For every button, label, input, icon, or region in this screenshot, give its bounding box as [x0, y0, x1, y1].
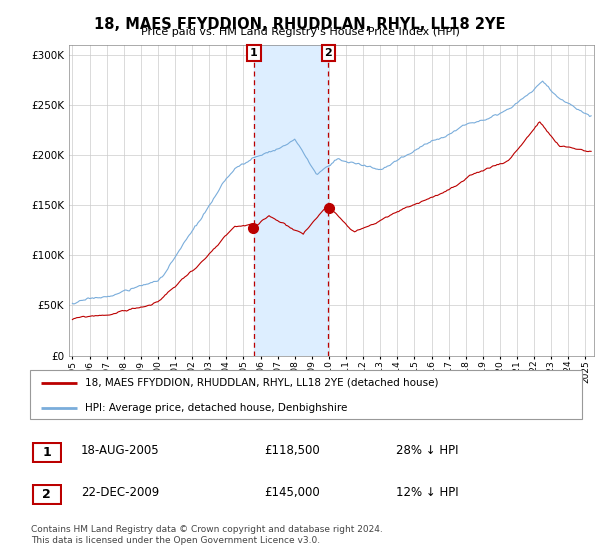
FancyBboxPatch shape: [33, 485, 61, 504]
Text: 1: 1: [43, 446, 51, 459]
Text: £145,000: £145,000: [264, 486, 320, 500]
FancyBboxPatch shape: [30, 370, 582, 419]
Text: Contains HM Land Registry data © Crown copyright and database right 2024.
This d: Contains HM Land Registry data © Crown c…: [31, 525, 383, 545]
Text: Price paid vs. HM Land Registry's House Price Index (HPI): Price paid vs. HM Land Registry's House …: [140, 27, 460, 38]
Text: 12% ↓ HPI: 12% ↓ HPI: [396, 486, 458, 500]
Bar: [254, 45, 328, 356]
FancyBboxPatch shape: [33, 443, 61, 462]
Text: 18-AUG-2005: 18-AUG-2005: [81, 444, 160, 458]
Text: £118,500: £118,500: [264, 444, 320, 458]
Text: 28% ↓ HPI: 28% ↓ HPI: [396, 444, 458, 458]
Text: 22-DEC-2009: 22-DEC-2009: [81, 486, 159, 500]
Text: 2: 2: [325, 48, 332, 58]
Text: 2: 2: [43, 488, 51, 501]
Text: 18, MAES FFYDDION, RHUDDLAN, RHYL, LL18 2YE (detached house): 18, MAES FFYDDION, RHUDDLAN, RHYL, LL18 …: [85, 378, 439, 388]
Text: HPI: Average price, detached house, Denbighshire: HPI: Average price, detached house, Denb…: [85, 403, 347, 413]
Text: 18, MAES FFYDDION, RHUDDLAN, RHYL, LL18 2YE: 18, MAES FFYDDION, RHUDDLAN, RHYL, LL18 …: [94, 17, 506, 32]
Text: 1: 1: [250, 48, 258, 58]
